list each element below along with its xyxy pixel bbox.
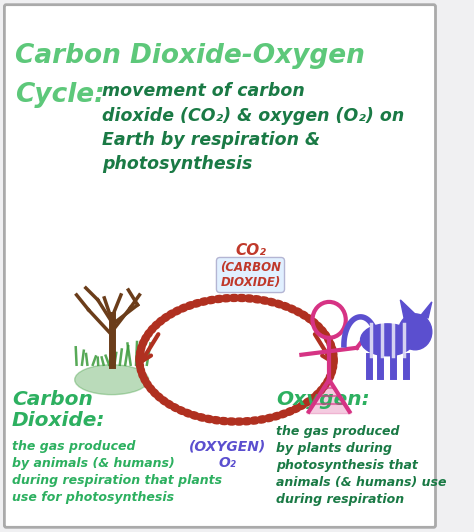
Polygon shape bbox=[401, 300, 417, 318]
Text: (OXYGEN)
O₂: (OXYGEN) O₂ bbox=[189, 439, 266, 470]
Text: Carbon Dioxide-Oxygen: Carbon Dioxide-Oxygen bbox=[15, 43, 365, 69]
Ellipse shape bbox=[75, 365, 149, 395]
Text: CO₂: CO₂ bbox=[235, 243, 266, 258]
Ellipse shape bbox=[361, 324, 414, 356]
Text: (CARBON
DIOXIDE): (CARBON DIOXIDE) bbox=[220, 261, 281, 289]
Text: Cycle:: Cycle: bbox=[15, 82, 104, 109]
FancyBboxPatch shape bbox=[4, 5, 436, 527]
Text: the gas produced
by plants during
photosynthesis that
animals (& humans) use
dur: the gas produced by plants during photos… bbox=[276, 425, 447, 505]
Text: Carbon
Dioxide:: Carbon Dioxide: bbox=[12, 389, 105, 430]
Text: the gas produced
by animals (& humans)
during respiration that plants
use for ph: the gas produced by animals (& humans) d… bbox=[12, 439, 222, 504]
Circle shape bbox=[399, 314, 432, 350]
Text: movement of carbon
dioxide (CO₂) & oxygen (O₂) on
Earth by respiration &
photosy: movement of carbon dioxide (CO₂) & oxyge… bbox=[102, 82, 405, 173]
Polygon shape bbox=[307, 380, 351, 413]
Text: Oxygen:: Oxygen: bbox=[276, 389, 370, 409]
Polygon shape bbox=[419, 302, 432, 318]
